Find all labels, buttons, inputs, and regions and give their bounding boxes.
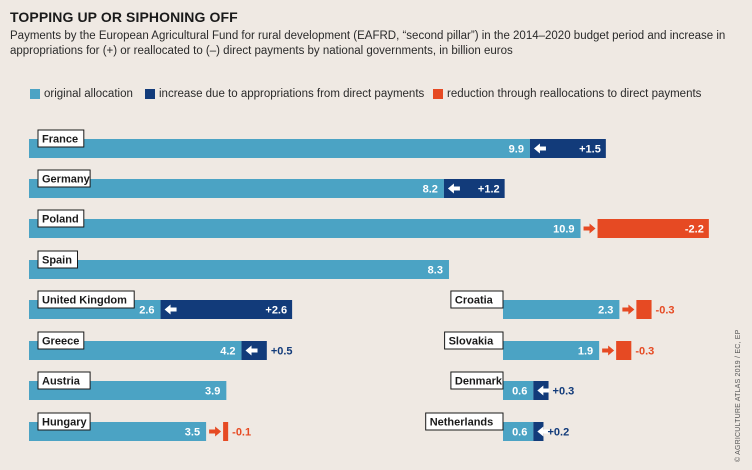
legend-label-reduction: reduction through reallocations to direc… (447, 88, 702, 100)
value-label-original-hungary: 3.5 (185, 427, 200, 439)
value-label-original-spain: 8.3 (428, 265, 443, 277)
value-label-original-greece: 4.2 (220, 346, 235, 358)
arrow-left-icon (537, 385, 550, 396)
bar-original-denmark (503, 381, 534, 400)
country-label-france: France (42, 134, 78, 146)
value-label-change-slovakia: -0.3 (635, 346, 654, 358)
country-label-box-denmark (450, 371, 504, 390)
country-label-denmark: Denmark (455, 376, 503, 388)
value-label-original-germany: 8.2 (423, 184, 438, 196)
country-label-croatia: Croatia (455, 295, 494, 307)
legend-swatch-increase (145, 89, 155, 99)
arrow-right-icon (622, 304, 635, 315)
value-label-change-france: +1.5 (579, 144, 601, 156)
country-label-box-slovakia (444, 331, 504, 350)
country-label-box-united-kingdom (37, 290, 135, 309)
bar-original-germany (29, 179, 444, 198)
bar-increase-germany (443, 179, 505, 198)
arrow-left-icon (245, 345, 258, 356)
country-label-austria: Austria (42, 376, 81, 388)
arrow-left-icon (533, 143, 546, 154)
country-label-greece: Greece (42, 336, 79, 348)
value-label-change-netherlands: +0.2 (547, 427, 569, 439)
value-label-original-united-kingdom: 2.6 (139, 305, 154, 317)
bar-reduction-poland (597, 219, 709, 238)
country-label-box-austria (37, 371, 91, 390)
country-label-box-france (37, 129, 85, 148)
value-label-original-poland: 10.9 (553, 224, 574, 236)
country-label-box-spain (37, 250, 78, 269)
country-label-netherlands: Netherlands (430, 417, 494, 429)
country-label-box-croatia (450, 290, 504, 309)
value-label-change-united-kingdom: +2.6 (265, 305, 287, 317)
country-label-united-kingdom: United Kingdom (42, 295, 127, 307)
value-label-original-croatia: 2.3 (598, 305, 613, 317)
bar-original-poland (29, 219, 581, 238)
country-label-box-netherlands (425, 412, 504, 431)
bar-original-spain (29, 260, 449, 279)
arrow-right-icon (209, 426, 222, 437)
country-label-poland: Poland (42, 214, 79, 226)
credit-note: © AGRICULTURE ATLAS 2019 / EC, EP (735, 329, 742, 463)
value-label-change-hungary: -0.1 (232, 427, 251, 439)
country-label-spain: Spain (42, 255, 72, 267)
chart-subtitle: Payments by the European Agricultural Fu… (10, 30, 726, 57)
bar-reduction-slovakia (616, 341, 632, 360)
country-label-box-hungary (37, 412, 91, 431)
legend-label-original: original allocation (44, 88, 133, 100)
bar-increase-united-kingdom (160, 300, 293, 319)
arrow-left-icon (537, 426, 550, 437)
legend-swatch-original (30, 89, 40, 99)
country-label-box-greece (37, 331, 85, 350)
bar-original-france (29, 139, 530, 158)
value-label-original-denmark: 0.6 (512, 386, 527, 398)
bar-original-croatia (503, 300, 620, 319)
country-label-slovakia: Slovakia (449, 336, 495, 348)
country-label-hungary: Hungary (42, 417, 88, 429)
bar-increase-france (529, 139, 606, 158)
country-label-box-poland (37, 209, 85, 228)
arrow-left-icon (164, 304, 177, 315)
legend-label-increase: increase due to appropriations from dire… (159, 88, 425, 100)
value-label-change-poland: -2.2 (685, 224, 704, 236)
value-label-original-slovakia: 1.9 (578, 346, 593, 358)
bar-reduction-hungary (223, 422, 229, 441)
chart-title: TOPPING UP OR SIPHONING OFF (10, 9, 238, 25)
bar-original-slovakia (503, 341, 600, 360)
bar-reduction-croatia (636, 300, 652, 319)
value-label-change-germany: +1.2 (478, 184, 500, 196)
legend-swatch-reduction (433, 89, 443, 99)
country-label-germany: Germany (42, 174, 91, 186)
arrow-right-icon (583, 223, 596, 234)
country-label-box-germany (37, 169, 91, 188)
bar-original-netherlands (503, 422, 534, 441)
value-label-original-austria: 3.9 (205, 386, 220, 398)
value-label-change-greece: +0.5 (271, 346, 293, 358)
arrow-right-icon (602, 345, 615, 356)
value-label-change-croatia: -0.3 (656, 305, 675, 317)
arrow-left-icon (447, 183, 460, 194)
value-label-original-france: 9.9 (509, 144, 524, 156)
value-label-original-netherlands: 0.6 (512, 427, 527, 439)
value-label-change-denmark: +0.3 (553, 386, 575, 398)
